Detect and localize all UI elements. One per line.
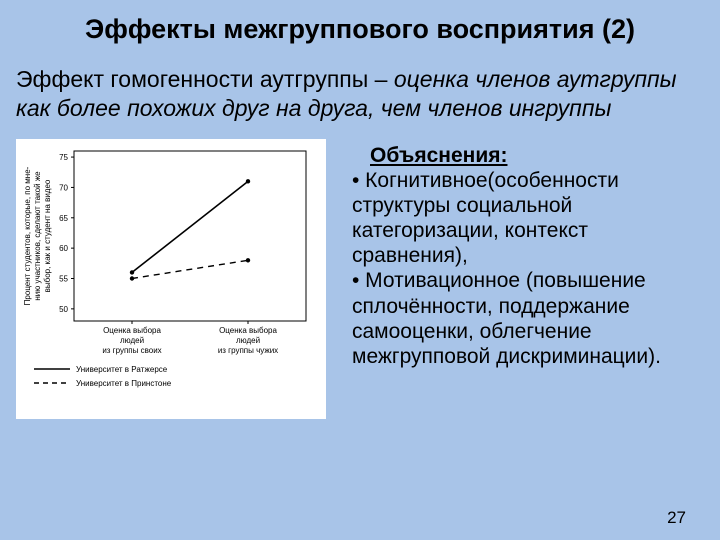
svg-text:Оценка выбора: Оценка выбора bbox=[219, 326, 277, 335]
subtitle-lead: Эффект гомогенности аутгруппы bbox=[16, 66, 368, 92]
svg-text:Процент студентов, которые, по: Процент студентов, которые, по мне- bbox=[23, 166, 32, 305]
svg-text:людей: людей bbox=[236, 336, 260, 345]
svg-text:людей: людей bbox=[120, 336, 144, 345]
bullet2-lead: • Мотивационное bbox=[352, 269, 526, 292]
explain-heading: Объяснения bbox=[370, 144, 500, 167]
svg-text:Оценка выбора: Оценка выбора bbox=[103, 326, 161, 335]
chart-svg: 505560657075Оценка выборалюдейиз группы … bbox=[16, 139, 326, 419]
svg-text:Университет в Принстоне: Университет в Принстоне bbox=[76, 379, 172, 388]
svg-text:60: 60 bbox=[59, 244, 68, 253]
svg-text:55: 55 bbox=[59, 274, 68, 283]
explain-colon: : bbox=[500, 144, 507, 167]
svg-text:65: 65 bbox=[59, 213, 68, 222]
slide-title: Эффекты межгруппового восприятия (2) bbox=[0, 0, 720, 53]
bullet-2: • Мотивационное (повышение сплочённости,… bbox=[352, 268, 692, 369]
svg-text:75: 75 bbox=[59, 153, 68, 162]
svg-text:нию участников, сделают такой: нию участников, сделают такой же bbox=[33, 170, 42, 300]
bullet1-lead: • Когнитивное bbox=[352, 169, 488, 192]
svg-text:выбор, как и студент на видео: выбор, как и студент на видео bbox=[43, 179, 52, 292]
subtitle: Эффект гомогенности аутгруппы – оценка ч… bbox=[0, 53, 720, 133]
explanations: Объяснения: • Когнитивное(особенности ст… bbox=[326, 139, 710, 419]
subtitle-dash: – bbox=[368, 66, 394, 92]
svg-text:Университет в Ратжерсе: Университет в Ратжерсе bbox=[76, 365, 168, 374]
svg-text:50: 50 bbox=[59, 304, 68, 313]
svg-text:из группы своих: из группы своих bbox=[102, 346, 161, 355]
svg-text:из группы чужих: из группы чужих bbox=[218, 346, 278, 355]
svg-text:70: 70 bbox=[59, 183, 68, 192]
page-number: 27 bbox=[667, 508, 686, 528]
bullet-1: • Когнитивное(особенности структуры соци… bbox=[352, 168, 692, 269]
content-row: 505560657075Оценка выборалюдейиз группы … bbox=[0, 133, 720, 419]
chart-panel: 505560657075Оценка выборалюдейиз группы … bbox=[16, 139, 326, 419]
explain-heading-row: Объяснения: bbox=[352, 143, 692, 168]
